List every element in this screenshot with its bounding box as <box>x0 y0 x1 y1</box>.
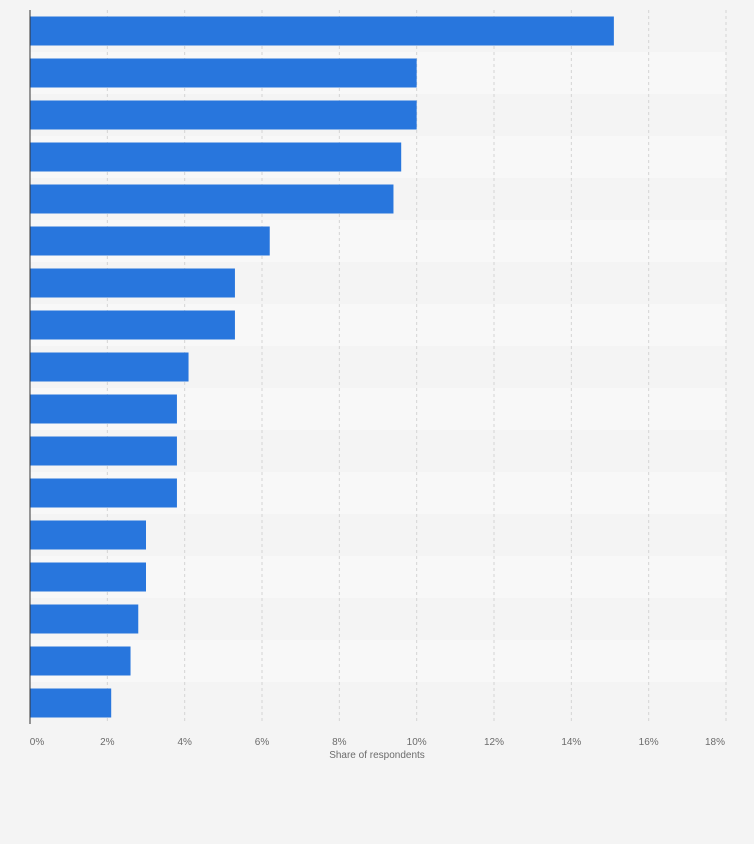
x-axis-title: Share of respondents <box>329 750 425 761</box>
row-band <box>30 640 726 682</box>
bar[interactable] <box>30 646 131 676</box>
bar[interactable] <box>30 100 417 130</box>
bar[interactable] <box>30 520 146 550</box>
x-tick-label: 4% <box>177 737 192 748</box>
bar[interactable] <box>30 58 417 88</box>
bar[interactable] <box>30 226 270 256</box>
gridlines <box>106 10 727 724</box>
bar[interactable] <box>30 352 189 382</box>
x-tick-label: 14% <box>561 737 581 748</box>
bar[interactable] <box>30 562 146 592</box>
x-tick-label: 8% <box>332 737 347 748</box>
bar[interactable] <box>30 436 177 466</box>
row-band <box>30 598 726 640</box>
x-tick-label: 18% <box>705 737 725 748</box>
bar[interactable] <box>30 394 177 424</box>
bar[interactable] <box>30 478 177 508</box>
x-tick-label: 16% <box>639 737 659 748</box>
bar[interactable] <box>30 142 402 172</box>
bars <box>30 16 614 718</box>
row-band <box>30 682 726 724</box>
x-tick-label: 12% <box>484 737 504 748</box>
bar[interactable] <box>30 268 235 298</box>
bar[interactable] <box>30 688 112 718</box>
x-tick-label: 2% <box>100 737 115 748</box>
bar[interactable] <box>30 310 235 340</box>
x-tick-label: 0% <box>30 737 45 748</box>
x-tick-label: 10% <box>407 737 427 748</box>
bar[interactable] <box>30 184 394 214</box>
x-tick-label: 6% <box>255 737 270 748</box>
x-axis-ticks: 0% 2% 4% 6% 8% 10% 12% 14% 16% 18% <box>30 737 725 748</box>
bar[interactable] <box>30 16 614 46</box>
bar[interactable] <box>30 604 139 634</box>
